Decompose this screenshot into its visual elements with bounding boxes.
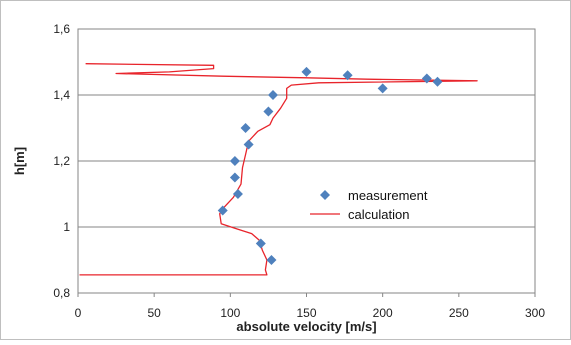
series — [79, 63, 478, 276]
y-axis-title: h[m] — [12, 147, 27, 175]
x-tick-label: 300 — [525, 306, 545, 320]
measurement-point — [255, 238, 266, 249]
x-tick-label: 50 — [147, 306, 161, 320]
measurement-point — [267, 90, 278, 100]
x-axis-title: absolute velocity [m/s] — [236, 319, 376, 334]
legend-marker-measurement — [320, 190, 330, 200]
measurement-point — [266, 255, 277, 265]
x-tick-label: 250 — [449, 306, 469, 320]
measurement-point — [377, 83, 388, 94]
calculation-line — [79, 63, 478, 276]
y-tick-label: 1,4 — [53, 88, 70, 102]
y-tick-label: 1 — [63, 220, 70, 234]
y-tick-label: 0,8 — [53, 286, 70, 300]
x-tick-label: 0 — [75, 306, 82, 320]
measurement-point — [432, 76, 443, 87]
measurement-point — [229, 172, 240, 183]
x-tick-label: 100 — [220, 306, 240, 320]
axis-ticks: 0,8 1 1,2 1,4 1,6 0 50 100 150 200 250 300 — [53, 22, 545, 320]
measurement-point — [301, 66, 312, 77]
legend-label: calculation — [348, 207, 409, 222]
legend: measurement calculation — [310, 188, 428, 222]
y-tick-label: 1,6 — [53, 22, 70, 36]
measurement-point — [342, 70, 353, 81]
legend-label: measurement — [348, 188, 428, 203]
measurement-point — [263, 106, 274, 117]
x-tick-label: 150 — [296, 306, 316, 320]
measurement-point — [217, 205, 228, 216]
measurement-point — [232, 189, 243, 199]
measurement-point — [240, 123, 251, 133]
y-tick-label: 1,2 — [53, 154, 70, 168]
measurement-point — [421, 73, 432, 84]
measurement-point — [229, 156, 240, 166]
measurement-point — [243, 139, 254, 150]
x-tick-label: 200 — [373, 306, 393, 320]
